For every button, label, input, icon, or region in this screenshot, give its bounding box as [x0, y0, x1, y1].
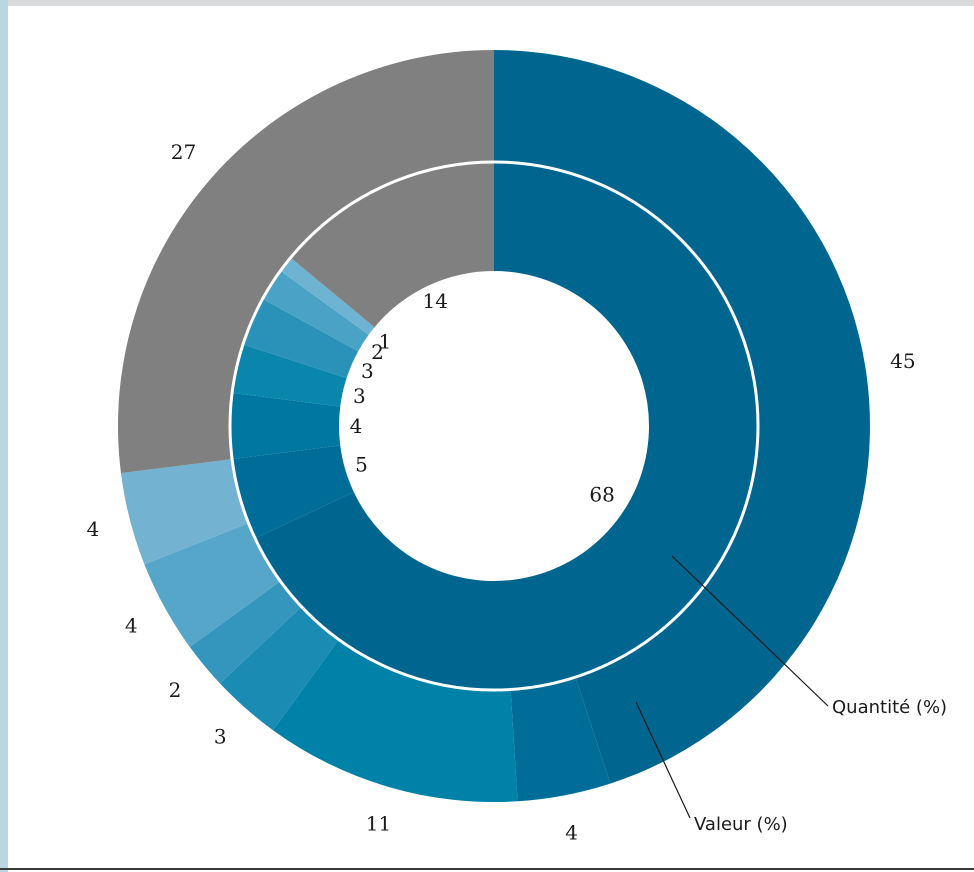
callout-line-valeur [635, 701, 691, 819]
outer-ring-value-label: 45 [890, 349, 915, 373]
outer-ring-value-label: 11 [366, 812, 391, 836]
inner-ring-value-label: 2 [371, 340, 384, 364]
inner-ring-value-label: 3 [361, 359, 374, 383]
outer-ring-value-label: 3 [214, 725, 227, 749]
callout-label-valeur: Valeur (%) [694, 814, 788, 835]
inner-ring [228, 160, 760, 692]
inner-ring-value-label: 68 [589, 483, 614, 507]
inner-ring-value-label: 3 [353, 384, 366, 408]
inner-ring-slice [255, 162, 758, 690]
outer-ring [117, 50, 870, 802]
outer-ring-slice [189, 581, 302, 684]
inner-ring-slice [232, 344, 347, 407]
inner-ring-value-label: 1 [379, 329, 392, 353]
outer-ring-slice [510, 677, 611, 802]
frame-top [0, 0, 974, 6]
outer-ring-value-label: 27 [171, 140, 196, 164]
outer-ring-value-label: 4 [87, 517, 100, 541]
outer-ring-slice [120, 459, 249, 565]
inner-ring-slice [280, 257, 375, 335]
callouts: Quantité (%) Valeur (%) [635, 555, 947, 835]
callout-line-quantite [671, 555, 829, 707]
inner-ring-value-label: 14 [423, 289, 448, 313]
outer-ring-value-label: 4 [125, 613, 138, 637]
inner-ring-slice [242, 298, 359, 379]
inner-ring-slice [230, 392, 341, 460]
inner-ring-slice [290, 162, 494, 328]
outer-ring-slice [144, 523, 281, 648]
inner-ring-slice [262, 270, 369, 352]
outer-ring-slice [219, 606, 339, 731]
frame-left-accent [0, 0, 8, 872]
inner-ring-value-label: 5 [355, 453, 368, 477]
ring-separator [228, 160, 760, 692]
outer-ring-slice [494, 50, 870, 784]
outer-ring-slice [272, 639, 518, 802]
callout-label-quantite: Quantité (%) [832, 697, 947, 718]
inner-ring-slice [232, 445, 354, 539]
frame-bottom-rule [0, 868, 974, 870]
inner-ring-value-label: 4 [350, 414, 363, 438]
outer-ring-slice [117, 50, 494, 474]
outer-ring-value-label: 2 [169, 678, 182, 702]
outer-ring-value-label: 4 [565, 821, 578, 845]
